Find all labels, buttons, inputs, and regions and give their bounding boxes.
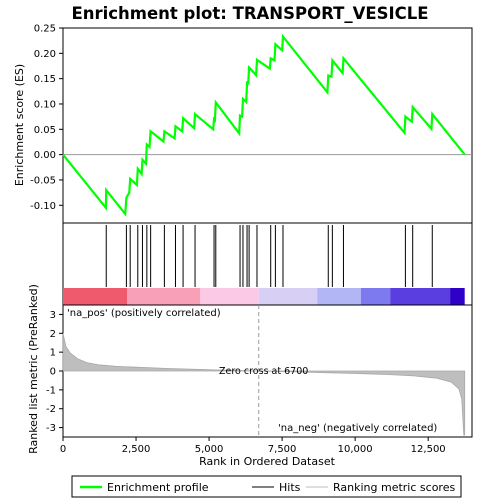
x-axis-label: Rank in Ordered Dataset	[199, 455, 336, 468]
color-bar-segment	[63, 288, 128, 305]
metric-y-tick-label: -2	[46, 404, 56, 415]
color-bar-segment	[317, 288, 361, 305]
metric-y-tick-label: 3	[50, 310, 56, 321]
metric-y-tick-label: 1	[50, 348, 56, 359]
es-y-tick-label: 0.05	[34, 125, 56, 136]
metric-y-axis-label: Ranked list metric (PreRanked)	[27, 284, 40, 454]
legend-label: Hits	[279, 481, 301, 494]
x-tick-label: 7,500	[268, 444, 297, 455]
es-y-tick-label: 0.15	[34, 74, 56, 85]
es-panel-frame	[62, 27, 473, 224]
es-y-tick-label: 0.25	[34, 24, 56, 35]
es-y-tick-label: 0.10	[34, 99, 56, 110]
es-y-axis-label: Enrichment score (ES)	[13, 64, 26, 186]
chart-title: Enrichment plot: TRANSPORT_VESICLE	[71, 4, 428, 23]
color-bar-segment	[450, 288, 465, 305]
es-y-tick-label: -0.10	[30, 201, 56, 212]
ranking-metric-area	[62, 333, 466, 436]
color-bar-segment	[360, 288, 391, 305]
metric-y-tick-label: -1	[46, 385, 56, 396]
zero-cross-label: Zero cross at 6700	[219, 366, 308, 377]
color-bar-segment	[390, 288, 451, 305]
enrichment-profile-line	[62, 33, 466, 217]
metric-y-tick-label: 0	[50, 367, 56, 378]
x-tick-label: 10,000	[338, 444, 373, 455]
es-y-tick-label: 0.20	[34, 49, 56, 60]
legend-label: Enrichment profile	[107, 481, 209, 494]
x-tick-label: 12,500	[411, 444, 446, 455]
positive-correlation-label: 'na_pos' (positively correlated)	[67, 308, 221, 319]
es-y-tick-label: 0.00	[34, 150, 56, 161]
color-bar-segment	[127, 288, 201, 305]
metric-y-tick-label: -3	[46, 423, 56, 434]
x-tick-label: 2,500	[122, 444, 151, 455]
x-tick-label: 5,000	[195, 444, 224, 455]
color-bar-segment	[200, 288, 259, 305]
legend-label: Ranking metric scores	[333, 481, 455, 494]
negative-correlation-label: 'na_neg' (negatively correlated)	[278, 423, 437, 434]
color-bar-segment	[258, 288, 318, 305]
metric-y-tick-label: 2	[50, 329, 56, 340]
x-tick-label: 0	[60, 444, 66, 455]
es-y-tick-label: -0.05	[30, 175, 56, 186]
